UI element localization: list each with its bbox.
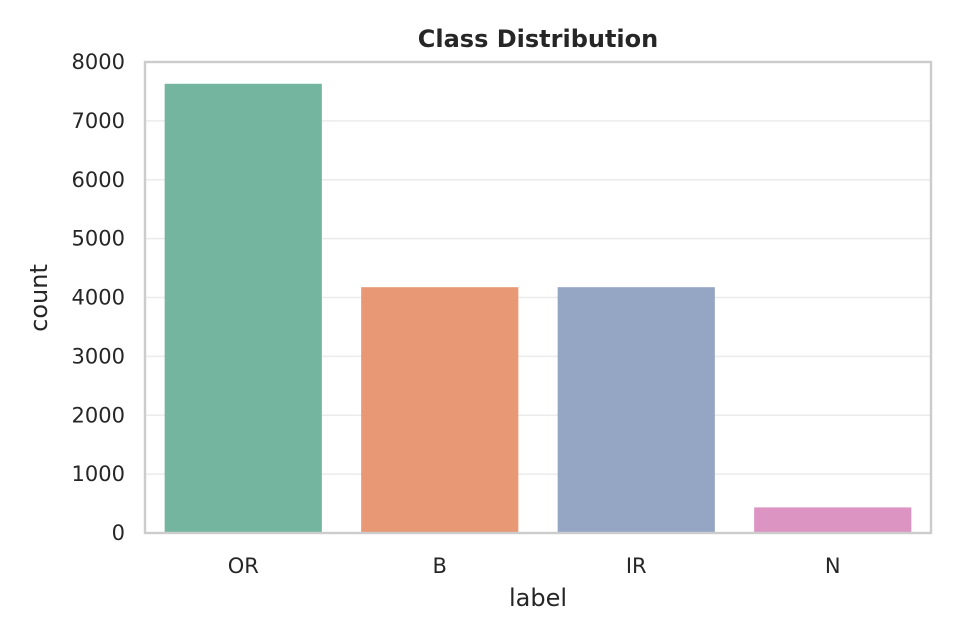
y-tick-label: 0 [112,521,125,545]
y-tick-label: 8000 [72,50,125,74]
bar-ir [557,287,715,533]
y-tick-label: 1000 [72,462,125,486]
y-axis-ticks: 0 1000 2000 3000 4000 5000 6000 7000 8000 [72,50,125,545]
y-tick-label: 3000 [72,344,125,368]
chart-title: Class Distribution [418,25,658,53]
bar-or [164,83,322,533]
y-tick-label: 4000 [72,286,125,310]
x-axis-ticks: OR B IR N [228,554,841,578]
y-tick-label: 7000 [72,109,125,133]
bar-b [361,287,519,533]
x-axis-label: label [509,584,567,612]
x-tick-label: OR [228,554,259,578]
bars [164,83,912,533]
bar-n [754,507,912,533]
y-tick-label: 5000 [72,227,125,251]
x-tick-label: B [433,554,447,578]
y-tick-label: 2000 [72,403,125,427]
y-axis-label: count [25,264,53,332]
x-tick-label: N [825,554,841,578]
x-tick-label: IR [626,554,647,578]
y-tick-label: 6000 [72,168,125,192]
plot-frame [143,60,933,535]
